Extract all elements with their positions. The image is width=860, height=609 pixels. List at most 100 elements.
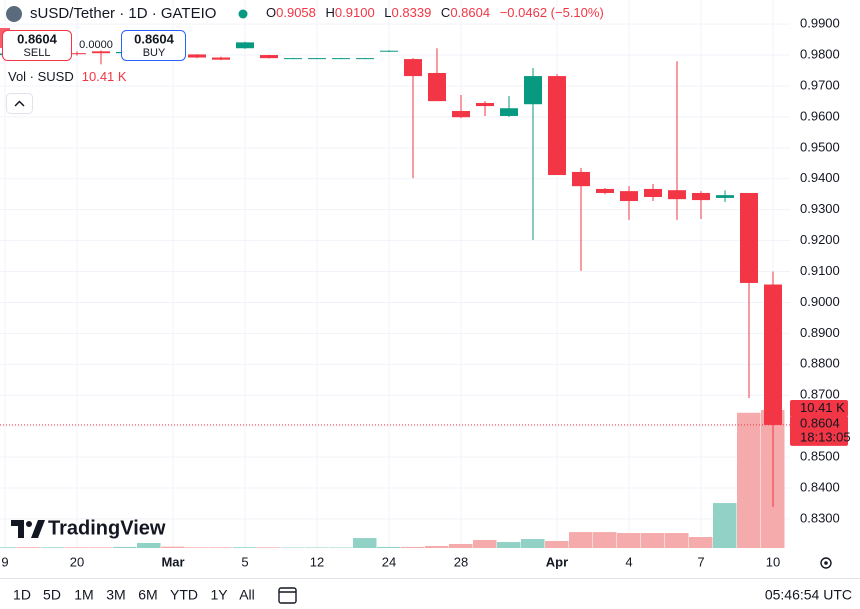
- y-tick-label: 0.8400: [800, 479, 840, 494]
- x-tick-label: 4: [625, 554, 632, 569]
- y-tick-label: 0.8300: [800, 510, 840, 525]
- x-tick-label: 28: [454, 554, 468, 569]
- last-price-text: 0.8604: [800, 415, 840, 430]
- y-tick-label: 0.9000: [800, 294, 840, 309]
- volume-bar: [281, 547, 305, 548]
- y-tick-label: 0.9600: [800, 108, 840, 123]
- y-tick-label: 0.8900: [800, 325, 840, 340]
- y-tick-label: 0.8700: [800, 387, 840, 402]
- last-price-label: [790, 415, 848, 446]
- logo-shape: [26, 521, 32, 527]
- y-tick-label: 0.9100: [800, 263, 840, 278]
- toolbar: 05:46:54 UTC 1D 5D 1M 3M 6M YTD 1Y All: [0, 578, 860, 604]
- grid: [0, 0, 790, 548]
- range-button[interactable]: 5D: [43, 587, 61, 603]
- volume-bar: [233, 547, 257, 548]
- candle-body: [188, 54, 206, 58]
- range-button[interactable]: 1M: [74, 587, 93, 603]
- volume-legend: Vol · SUSD 10.41 K: [8, 69, 127, 84]
- range-button[interactable]: All: [239, 587, 255, 603]
- y-tick-label: 0.9300: [800, 201, 840, 216]
- sell-button[interactable]: [2, 30, 72, 61]
- candle-body: [476, 102, 494, 107]
- candle-body: [644, 188, 662, 197]
- axis-background: [0, 548, 860, 578]
- y-tick-label: 0.9200: [800, 232, 840, 247]
- countdown-text: 18:13:05: [800, 429, 851, 444]
- date-range-icon[interactable]: [278, 587, 297, 604]
- volume-bar: [41, 547, 65, 548]
- candle-body: [284, 58, 302, 60]
- candle-body: [716, 195, 734, 198]
- volume-bar: [737, 412, 761, 548]
- buy-button[interactable]: [121, 30, 186, 61]
- candle-body: [740, 192, 758, 283]
- price-pane: [0, 41, 790, 507]
- settings-icon-dot: [824, 561, 828, 565]
- candle-body: [212, 57, 230, 60]
- candle-body: [452, 111, 470, 118]
- settings-icon[interactable]: [820, 557, 832, 569]
- candle-body: [620, 191, 638, 202]
- y-tick-label: 0.9800: [800, 46, 840, 61]
- x-tick-label: 10: [766, 554, 780, 569]
- collapse-button[interactable]: [6, 93, 33, 114]
- volume-bar: [401, 546, 425, 548]
- volume-bar: [617, 533, 641, 548]
- x-tick-label: 7: [697, 554, 704, 569]
- volume-bar: [473, 540, 497, 548]
- range-button[interactable]: 3M: [106, 587, 125, 603]
- ohlc-legend: O0.9058 H0.9100 L0.8339 C0.8604 −0.0462 …: [266, 5, 604, 20]
- candle-body: [260, 55, 278, 59]
- chevron-icon: [14, 100, 25, 107]
- symbol-icon: [6, 6, 22, 22]
- legend-key: C: [441, 5, 450, 20]
- watermark-logo: [11, 520, 45, 538]
- volume-price-text: 10.41 K: [800, 400, 845, 415]
- legend-value: 0.8604: [450, 5, 490, 20]
- legend-key: L: [384, 5, 391, 20]
- volume-bar: [257, 547, 281, 548]
- volume-bar: [17, 547, 41, 548]
- candle-body: [596, 188, 614, 193]
- buy-label: BUY: [143, 47, 166, 59]
- sell-price: 0.8604: [17, 31, 58, 46]
- range-button[interactable]: 6M: [138, 587, 157, 603]
- volume-bar: [593, 532, 617, 548]
- volume-bar: [0, 547, 17, 548]
- x-tick-label: 12: [310, 554, 324, 569]
- volume-bar: [137, 542, 161, 548]
- volume-price-label: [790, 400, 848, 417]
- y-tick-label: 0.8800: [800, 356, 840, 371]
- volume-bar: [569, 532, 593, 548]
- range-button[interactable]: 1D: [13, 587, 31, 603]
- volume-bar: [89, 547, 113, 548]
- market-status[interactable]: [238, 9, 248, 19]
- range-button[interactable]: 1Y: [210, 587, 228, 603]
- clock[interactable]: 05:46:54 UTC: [765, 587, 852, 603]
- range-button[interactable]: YTD: [170, 587, 198, 603]
- sell-label: SELL: [24, 47, 51, 59]
- x-tick-label: Apr: [546, 554, 568, 569]
- candle-body: [236, 42, 254, 49]
- volume-bar: [425, 546, 449, 548]
- candle-body: [308, 58, 326, 60]
- volume-bar: [521, 538, 545, 548]
- volume-bar: [713, 503, 737, 548]
- volume-bar: [329, 547, 353, 548]
- volume-legend-label: Vol · SUSD: [8, 69, 74, 84]
- candle-body: [692, 192, 710, 201]
- y-tick-label: 0.9500: [800, 139, 840, 154]
- candle-body: [428, 72, 446, 102]
- volume-bar: [545, 540, 569, 548]
- legend-value: 0.8339: [392, 5, 432, 20]
- volume-bar: [641, 533, 665, 548]
- legend-key: H: [326, 5, 335, 20]
- spread: 0.0000: [79, 39, 113, 51]
- symbol-title[interactable]: sUSD/Tether · 1D · GATEIO: [30, 5, 216, 22]
- x-tick-label: 20: [70, 554, 84, 569]
- candle-body: [572, 171, 590, 187]
- price-axis: 0.9900 0.9800 0.9700 0.9600 0.9500 0.9400 0.93…: [790, 0, 860, 548]
